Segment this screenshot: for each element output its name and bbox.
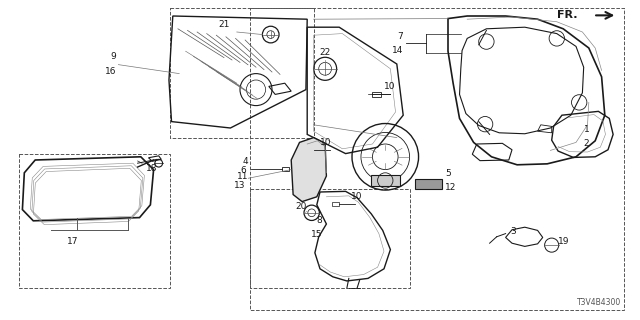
Text: 8: 8 xyxy=(317,216,323,225)
Text: 4: 4 xyxy=(243,157,248,166)
Text: 22: 22 xyxy=(319,48,331,57)
Text: 20: 20 xyxy=(296,202,307,211)
Text: 18: 18 xyxy=(146,164,157,173)
Text: 10: 10 xyxy=(351,192,362,201)
Text: 12: 12 xyxy=(445,183,456,192)
Text: FR.: FR. xyxy=(557,10,577,20)
Polygon shape xyxy=(415,179,442,189)
Bar xyxy=(250,8,624,310)
Text: 2: 2 xyxy=(584,139,589,148)
Text: 10: 10 xyxy=(320,138,332,147)
Text: 19: 19 xyxy=(558,237,570,246)
Text: 5: 5 xyxy=(445,169,451,178)
Bar xyxy=(250,189,410,288)
Polygon shape xyxy=(291,138,326,202)
Text: T3V4B4300: T3V4B4300 xyxy=(577,298,621,307)
Text: 3: 3 xyxy=(510,227,516,236)
Text: 15: 15 xyxy=(311,230,323,239)
Text: 10: 10 xyxy=(384,82,396,91)
Text: 7: 7 xyxy=(397,32,403,41)
Bar xyxy=(19,154,170,288)
Text: 21: 21 xyxy=(218,20,230,29)
Text: 9: 9 xyxy=(111,52,116,61)
Text: 16: 16 xyxy=(105,67,116,76)
Polygon shape xyxy=(371,175,400,186)
Text: 1: 1 xyxy=(584,125,589,134)
Text: 17: 17 xyxy=(67,237,78,246)
Text: 13: 13 xyxy=(234,181,246,190)
Bar xyxy=(170,8,314,138)
Text: 11: 11 xyxy=(237,172,248,181)
Text: 14: 14 xyxy=(392,46,403,55)
Text: 6: 6 xyxy=(240,166,246,175)
